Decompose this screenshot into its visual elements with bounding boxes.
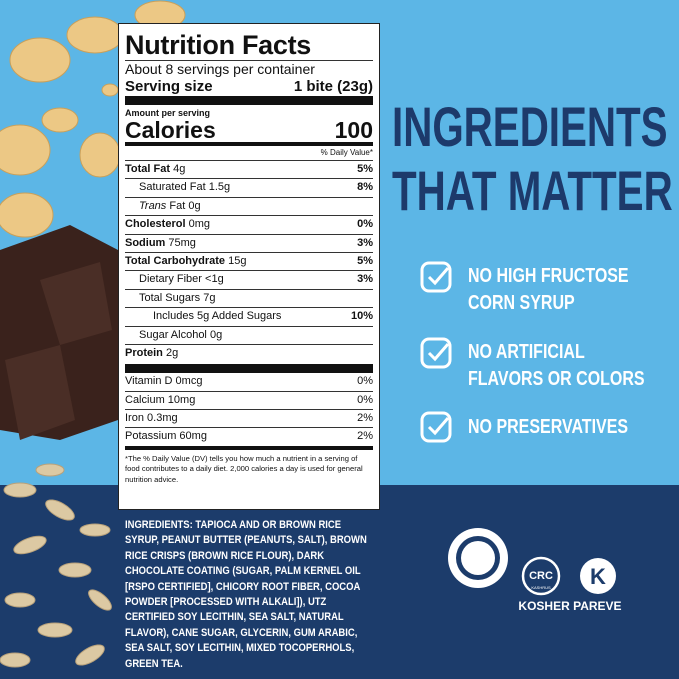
nutrient-amount: 2g	[165, 346, 179, 359]
nutrient-name: Saturated Fat	[139, 181, 206, 194]
headline-line: THAT MATTER	[392, 159, 673, 222]
nutrient-name: Trans	[139, 199, 167, 212]
nutrient-dv: 3%	[357, 273, 373, 286]
vitamin-row: Potassium 60mg 2%	[125, 427, 373, 445]
claim-line: NO PRESERVATIVES	[468, 416, 629, 438]
kosher-label: KOSHER PAREVE	[518, 599, 621, 613]
nutrient-row: Dietary Fiber <1g 3%	[125, 270, 373, 288]
nutrient-row: Sodium 75mg 3%	[125, 233, 373, 252]
vitamin-row: Calcium 10mg 0%	[125, 390, 373, 409]
nutrient-row: Cholesterol 0mg 0%	[125, 215, 373, 233]
nutrient-row: Trans Fat 0g	[125, 196, 373, 215]
nutrient-name: Sugar Alcohol	[139, 328, 207, 341]
nutrient-amount: <1g	[205, 273, 224, 286]
amount-per-serving: Amount per serving	[125, 96, 373, 118]
nutrient-name: Protein	[125, 346, 163, 359]
nutrient-row: Total Sugars 7g	[125, 288, 373, 307]
bottom-band	[0, 485, 679, 679]
serving-size: Serving size 1 bite (23g)	[125, 78, 373, 96]
vitamin-name: Vitamin D	[125, 375, 173, 388]
kosher-logos	[448, 528, 616, 596]
nutrient-name: Cholesterol	[125, 218, 186, 231]
nutrient-name: Total Carbohydrate	[125, 254, 226, 267]
nutrient-amount: 0g	[209, 328, 223, 341]
nutrient-row: Protein 2g	[125, 343, 373, 362]
nutrition-label: Nutrition Facts About 8 servings per con…	[118, 23, 380, 510]
vitamin-rows: Vitamin D 0mcg 0% Calcium 10mg 0% Iron 0.3…	[125, 364, 373, 446]
check-icons	[420, 261, 452, 443]
vitamin-dv: 0%	[357, 375, 373, 388]
nutrient-amount: 15g	[228, 254, 247, 267]
headline-line: INGREDIENTS	[392, 95, 668, 158]
k-logo: K	[590, 564, 606, 589]
nutrient-name: Sodium	[125, 236, 166, 249]
ingredients-text: TAPIOCA AND OR BROWN RICE SYRUP, PEANUT …	[125, 519, 367, 670]
nutrient-row: Includes 5g Added Sugars 10%	[125, 307, 373, 325]
calories: Calories 100	[125, 118, 373, 142]
serving-size-label: Serving size	[125, 78, 213, 95]
nutrient-amount: 7g	[203, 291, 216, 304]
claim: NO PRESERVATIVES	[468, 414, 628, 441]
nutrient-amount: Fat 0g	[169, 199, 201, 212]
nutrient-amount: 1.5g	[208, 181, 231, 194]
headline: INGREDIENTS THAT MATTER	[392, 95, 673, 223]
vitamin-amount: 60mg	[179, 430, 207, 443]
nutrient-dv: 8%	[357, 181, 373, 194]
nutrient-dv: 5%	[357, 254, 373, 267]
vitamin-dv: 2%	[357, 430, 373, 443]
vitamin-name: Iron	[125, 412, 144, 425]
vitamin-row: Vitamin D 0mcg 0%	[125, 373, 373, 390]
vitamin-row: Iron 0.3mg 2%	[125, 409, 373, 427]
ingredients-label: INGREDIENTS:	[125, 519, 193, 531]
nutrient-row: Total Carbohydrate 15g 5%	[125, 251, 373, 270]
claim: NO HIGH FRUCTOSE CORN SYRUP	[468, 263, 629, 317]
dv-header: % Daily Value*	[125, 142, 373, 160]
claim-line: NO HIGH FRUCTOSE	[468, 265, 629, 287]
ingredients: INGREDIENTS: TAPIOCA AND OR BROWN RICE S…	[125, 518, 374, 672]
nutrient-row: Saturated Fat 1.5g 8%	[125, 178, 373, 196]
crc-logo: CRC	[529, 570, 553, 582]
nutrient-dv: 3%	[357, 236, 373, 249]
vitamin-name: Calcium	[125, 393, 165, 406]
nutrient-name: Total Sugars	[139, 291, 201, 304]
crc-sub: KASHRUS	[531, 585, 551, 590]
nutrient-rows: Total Fat 4g 5% Saturated Fat 1.5g 8% Tran…	[125, 160, 373, 362]
vitamin-amount: 0.3mg	[147, 412, 178, 425]
vitamin-amount: 10mg	[167, 393, 196, 406]
claim-line: CORN SYRUP	[468, 292, 575, 314]
nutrient-amount: 75mg	[168, 236, 196, 249]
nutrient-name: Includes 5g Added Sugars	[153, 310, 282, 323]
nutrient-dv: 5%	[357, 163, 373, 175]
claim-line: FLAVORS OR COLORS	[468, 368, 645, 390]
nutrient-amount: 4g	[173, 163, 186, 175]
chocolate	[0, 225, 118, 440]
nutrient-name: Dietary Fiber	[139, 273, 202, 286]
footnote: *The % Daily Value (DV) tells you how mu…	[125, 445, 373, 486]
nutrient-name: Total Fat	[125, 163, 171, 175]
calories-label: Calories	[125, 117, 216, 143]
rice-crisps	[0, 463, 112, 668]
label-title: Nutrition Facts	[125, 30, 312, 60]
nutrient-dv: 10%	[350, 310, 373, 323]
nutrient-row: Total Fat 4g 5%	[125, 160, 373, 178]
vitamin-dv: 2%	[357, 412, 373, 425]
nutrient-row: Sugar Alcohol 0g	[125, 325, 373, 344]
peanuts	[0, 0, 186, 238]
vitamin-name: Potassium	[125, 430, 177, 443]
nutrient-dv: 0%	[357, 218, 373, 231]
vitamin-dv: 0%	[357, 393, 373, 406]
nutrient-amount: 0mg	[188, 218, 210, 231]
servings: About 8 servings per container	[125, 60, 373, 78]
serving-size-value: 1 bite (23g)	[293, 78, 373, 95]
calories-value: 100	[334, 117, 373, 143]
claim: NO ARTIFICIAL FLAVORS OR COLORS	[468, 339, 645, 393]
vitamin-amount: 0mcg	[175, 375, 203, 388]
claim-line: NO ARTIFICIAL	[468, 341, 585, 363]
